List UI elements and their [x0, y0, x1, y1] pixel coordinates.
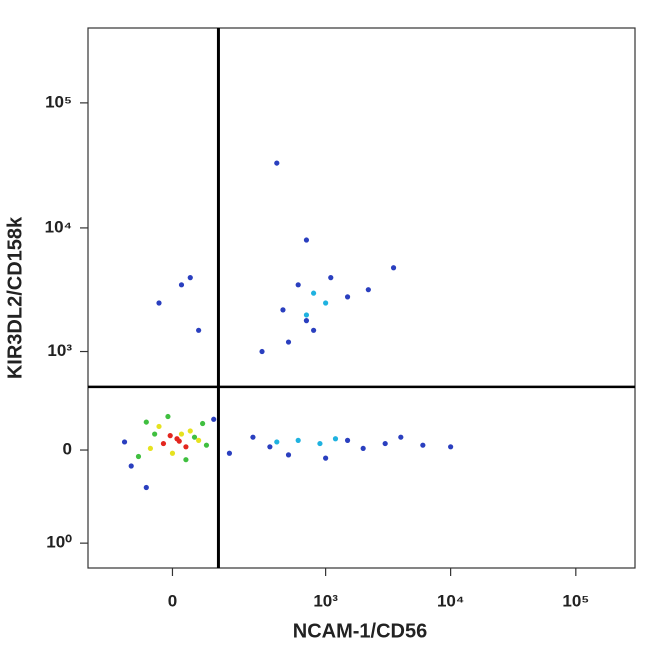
data-point — [382, 440, 388, 447]
plot-frame — [87, 27, 636, 569]
data-point — [167, 433, 173, 439]
data-point — [200, 420, 206, 427]
data-point — [196, 437, 202, 443]
data-point — [143, 484, 149, 491]
data-point — [187, 275, 193, 281]
data-point — [183, 444, 189, 450]
data-point — [311, 327, 317, 333]
data-point — [147, 445, 154, 452]
data-point — [311, 290, 317, 296]
data-point — [323, 300, 329, 306]
data-point — [332, 436, 339, 442]
data-point — [156, 423, 162, 430]
data-point — [160, 440, 167, 447]
data-point — [303, 312, 310, 318]
y-tick-label: 10⁰ — [46, 533, 72, 552]
data-point — [178, 431, 185, 437]
data-point — [143, 419, 149, 425]
data-point — [203, 442, 210, 448]
data-point — [344, 437, 351, 443]
data-point — [259, 348, 265, 355]
y-tick-label: 10⁵ — [45, 92, 72, 111]
data-point — [211, 416, 217, 422]
data-point — [398, 434, 404, 440]
data-point — [267, 444, 273, 450]
data-point — [187, 428, 193, 434]
data-point — [250, 434, 256, 440]
data-point — [191, 434, 198, 440]
y-tick-label: 10⁴ — [45, 217, 72, 236]
data-point — [128, 463, 134, 469]
data-point — [274, 439, 280, 445]
data-point — [285, 452, 292, 458]
data-point — [344, 294, 351, 300]
data-point — [448, 444, 454, 450]
data-point — [165, 413, 171, 420]
y-tick-label: 0 — [63, 440, 72, 459]
data-point — [169, 450, 176, 456]
data-point — [152, 431, 158, 437]
data-point — [178, 282, 185, 288]
data-point — [196, 327, 202, 333]
data-point — [135, 453, 142, 460]
y-axis-label: KIR3DL2/CD158k — [4, 216, 26, 379]
data-point — [303, 237, 310, 243]
data-point — [274, 160, 280, 166]
x-tick-label: 0 — [168, 591, 177, 610]
data-point — [121, 439, 128, 445]
x-tick-label: 10⁵ — [562, 591, 589, 610]
data-point — [176, 438, 182, 444]
data-point — [295, 282, 301, 288]
data-point — [420, 442, 426, 448]
data-point — [156, 300, 162, 306]
data-point — [183, 457, 189, 463]
data-point — [365, 287, 371, 293]
data-point — [323, 455, 329, 461]
data-point — [303, 318, 310, 324]
data-point — [390, 265, 397, 271]
data-point — [295, 437, 301, 443]
data-point — [328, 275, 334, 281]
data-point — [360, 445, 366, 452]
x-axis-label: NCAM-1/CD56 — [293, 620, 427, 642]
y-tick-label: 10³ — [47, 341, 72, 360]
data-point — [285, 339, 292, 345]
data-point — [280, 307, 286, 313]
data-point — [317, 440, 323, 447]
data-point — [226, 450, 233, 456]
x-tick-label: 10⁴ — [437, 591, 464, 610]
x-tick-label: 10³ — [313, 591, 338, 610]
